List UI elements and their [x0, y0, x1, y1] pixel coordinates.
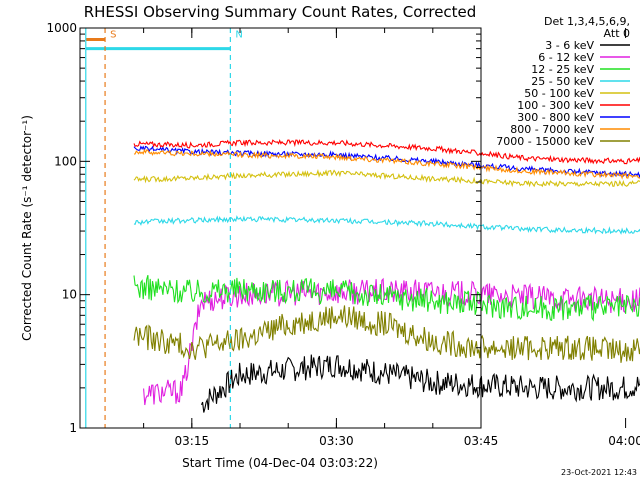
chart-title: RHESSI Observing Summary Count Rates, Co… — [84, 3, 477, 21]
x-tick-label: 03:45 — [464, 434, 499, 448]
flag-layer — [85, 37, 231, 51]
legend-header: Det 1,3,4,5,6,9, — [544, 15, 630, 28]
legend-label: 6 - 12 keV — [538, 51, 594, 64]
series-line — [133, 274, 640, 322]
series-layer — [133, 138, 640, 413]
y-axis-label: Corrected Count Rate (s⁻¹ detector⁻¹) — [20, 115, 34, 341]
series-line — [133, 215, 640, 235]
legend-label: 7000 - 15000 keV — [496, 135, 594, 148]
y-tick-label: 1 — [69, 421, 77, 435]
y-tick-label: 10 — [62, 288, 77, 302]
legend-label: 3 - 6 keV — [545, 39, 594, 52]
legend-label: 800 - 7000 keV — [510, 123, 594, 136]
series-line — [133, 148, 640, 180]
marker-label: S — [110, 29, 116, 40]
series-line — [133, 305, 640, 363]
legend-label: 100 - 300 keV — [517, 99, 594, 112]
series-line — [133, 169, 640, 188]
series-line — [133, 138, 640, 165]
x-tick-label: 03:30 — [319, 434, 354, 448]
series-line — [133, 145, 640, 179]
series-line — [200, 354, 640, 413]
legend-label: 300 - 800 keV — [517, 111, 594, 124]
legend-header: Att 0 — [604, 27, 630, 40]
legend-label: 12 - 25 keV — [531, 63, 594, 76]
x-axis-label: Start Time (04-Dec-04 03:03:22) — [182, 456, 378, 470]
x-tick-label: 04:00 — [608, 434, 640, 448]
legend-label: 50 - 100 keV — [524, 87, 594, 100]
timestamp: 23-Oct-2021 12:43 — [561, 468, 637, 477]
marker-label: N — [235, 29, 242, 40]
y-axis: 1 10 100 1000 — [46, 21, 481, 435]
plot-frame — [79, 27, 482, 429]
y-tick-label: 1000 — [46, 21, 77, 35]
y-tick-label: 100 — [54, 154, 77, 168]
x-tick-label: 03:15 — [175, 434, 210, 448]
legend-label: 25 - 50 keV — [531, 75, 594, 88]
